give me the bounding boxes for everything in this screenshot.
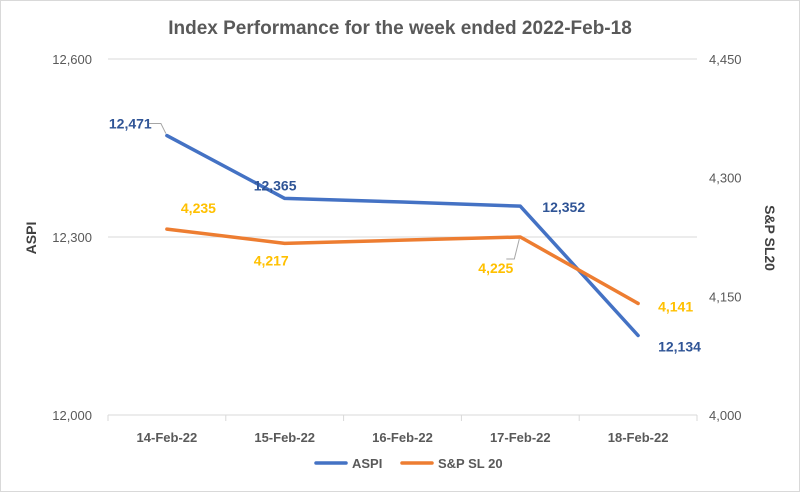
y-left-tick-label: 12,000 [52,408,92,423]
legend-label: S&P SL 20 [438,456,503,471]
x-tick-label: 17-Feb-22 [490,430,551,445]
y-axis-right-title: S&P SL20 [762,205,778,271]
y-right-tick-label: 4,000 [709,408,742,423]
data-labels: 12,471 12,365 12,352 12,134 4,235 4,217 4,225 4… [109,116,701,355]
y-left-tick-label: 12,600 [52,52,92,67]
axes: 12,000 12,300 12,600 4,000 4,150 4,300 4,450 14… [52,52,741,445]
series-lines [165,133,640,338]
data-label: 12,365 [254,177,297,193]
gridlines [108,58,697,416]
chart-title: Index Performance for the week ended 202… [168,18,632,39]
data-label: 12,134 [658,338,701,354]
series-line-sp-sl20 [165,227,640,306]
series-line-aspi [165,133,640,338]
y-right-tick-label: 4,450 [709,52,742,67]
x-tick-label: 15-Feb-22 [254,430,315,445]
y-axis-left-title: ASPI [23,222,39,255]
data-label: 4,225 [478,260,513,276]
x-tick-label: 16-Feb-22 [372,430,433,445]
data-label: 4,141 [658,298,693,314]
data-label: 12,352 [542,199,585,215]
data-label: 12,471 [109,116,152,132]
leader-line [148,123,167,134]
x-tick-label: 14-Feb-22 [137,430,198,445]
data-label: 4,235 [181,200,216,216]
legend-label: ASPI [352,456,382,471]
y-right-tick-label: 4,300 [709,171,742,186]
y-right-tick-label: 4,150 [709,289,742,304]
y-left-tick-label: 12,300 [52,230,92,245]
leader-line [506,238,520,260]
data-label: 4,217 [254,252,289,268]
x-tick-label: 18-Feb-22 [608,430,669,445]
legend: ASPI S&P SL 20 [314,456,503,471]
